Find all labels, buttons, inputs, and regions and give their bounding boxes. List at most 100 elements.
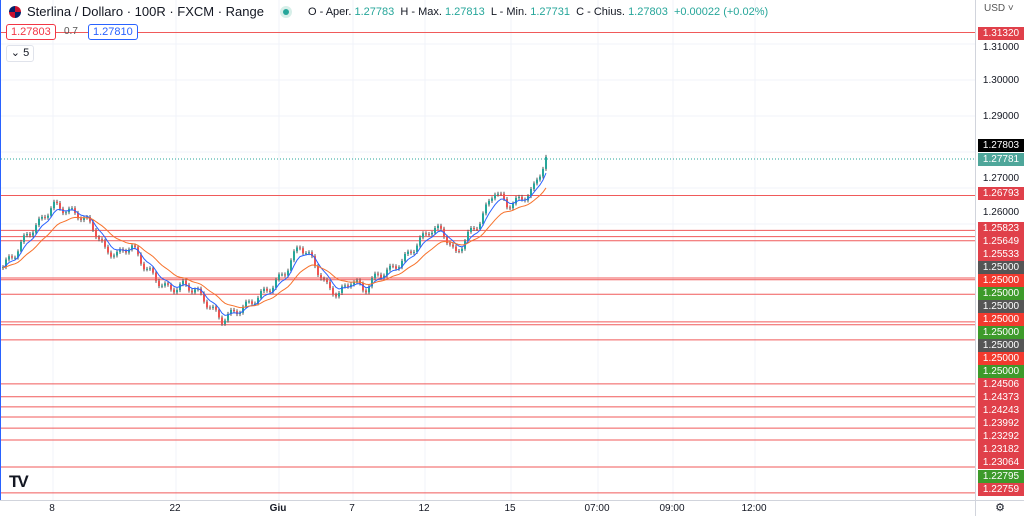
price-axis[interactable]: USD ˅ 1.31000 1.30000 1.29000 1.27000 1.2600… (975, 0, 1024, 500)
price-level-label[interactable]: 1.23992 (978, 417, 1024, 430)
candle (47, 215, 49, 218)
time-axis[interactable]: 8 22 Giu 7 12 15 07:00 09:00 12:00 (0, 500, 975, 516)
candle (365, 290, 367, 293)
candle (479, 223, 481, 229)
candle (80, 218, 82, 221)
candle (107, 246, 109, 253)
candle (224, 320, 226, 324)
candle (335, 294, 337, 297)
candle (176, 290, 178, 293)
candle (20, 241, 22, 252)
chart-header: Sterlina / Dollaro · 100R · FXCM · Range… (9, 4, 768, 19)
candle (182, 280, 184, 285)
candle (164, 283, 166, 286)
price-level-label[interactable]: 1.25823 (978, 222, 1024, 235)
chart-settings-icon[interactable]: ⚙ (975, 500, 1024, 516)
price-chart[interactable] (1, 0, 976, 500)
price-level-label[interactable]: 1.31320 (978, 27, 1024, 40)
candle (368, 286, 370, 293)
time-label: 12:00 (741, 503, 767, 514)
candle (215, 306, 217, 310)
time-label: 09:00 (659, 503, 685, 514)
candle (305, 253, 307, 255)
price-level-label[interactable]: 1.25000 (978, 287, 1024, 300)
indicators-toggle[interactable]: ⌄ 5 (6, 45, 34, 62)
price-level-label[interactable]: 1.24373 (978, 391, 1024, 404)
ohlc-values: O - Aper. 1.27783 H - Max. 1.27813 L - M… (307, 5, 769, 18)
candle (173, 289, 175, 293)
sell-button[interactable]: 1.27803 (6, 24, 56, 40)
candle (353, 282, 355, 285)
candle (437, 225, 439, 229)
candle (218, 309, 220, 318)
candle (206, 301, 208, 308)
price-level-label[interactable]: 1.25533 (978, 248, 1024, 261)
candle (287, 270, 289, 276)
price-level-label[interactable]: 1.25649 (978, 235, 1024, 248)
candle (119, 249, 121, 252)
price-level-label[interactable]: 1.25000 (978, 313, 1024, 326)
candle (428, 234, 430, 236)
candle (401, 260, 403, 268)
candle (158, 280, 160, 287)
candle (188, 284, 190, 291)
candle (461, 248, 463, 252)
candle (242, 306, 244, 313)
tradingview-logo: TV (9, 472, 29, 491)
candle (284, 274, 286, 276)
candle (491, 198, 493, 201)
price-level-label[interactable]: 1.23182 (978, 443, 1024, 456)
buy-button[interactable]: 1.27810 (88, 24, 138, 40)
price-level-label[interactable]: 1.23064 (978, 456, 1024, 469)
candle (419, 237, 421, 246)
candle (245, 301, 247, 307)
symbol-title[interactable]: Sterlina / Dollaro · 100R · FXCM · Range (27, 4, 264, 19)
time-label: 07:00 (584, 503, 610, 514)
chart-area[interactable]: Sterlina / Dollaro · 100R · FXCM · Range… (0, 0, 976, 500)
candle (116, 251, 118, 256)
candle (407, 251, 409, 254)
price-level-label[interactable]: 1.26793 (978, 187, 1024, 200)
price-level-label[interactable]: 1.24506 (978, 378, 1024, 391)
price-level-label[interactable]: 1.25000 (978, 261, 1024, 274)
candle (299, 247, 301, 249)
candle (257, 297, 259, 304)
price-level-label[interactable]: 1.27803 (978, 139, 1024, 152)
price-level-label[interactable]: 1.22759 (978, 483, 1024, 496)
price-level-label[interactable]: 1.25000 (978, 300, 1024, 313)
candle (371, 278, 373, 287)
price-level-label[interactable]: 1.23292 (978, 430, 1024, 443)
candle (326, 279, 328, 283)
price-level-label[interactable]: 1.27781 (978, 153, 1024, 166)
candle (344, 285, 346, 287)
candle (482, 213, 484, 224)
candle (14, 257, 16, 259)
candle (161, 285, 163, 287)
candle (50, 208, 52, 216)
candle (290, 260, 292, 271)
price-level-label[interactable]: 1.25000 (978, 274, 1024, 287)
candle (452, 244, 454, 247)
candle (533, 183, 535, 190)
candle (512, 203, 514, 209)
candle (497, 193, 499, 195)
candle (251, 301, 253, 304)
price-level-label[interactable]: 1.25000 (978, 339, 1024, 352)
price-level-label[interactable]: 1.25000 (978, 352, 1024, 365)
candle (530, 189, 532, 197)
ma-slow-line (2, 187, 547, 309)
chevron-down-icon: ⌄ (10, 47, 21, 59)
candle (131, 245, 133, 250)
price-level-label[interactable]: 1.24243 (978, 404, 1024, 417)
price-grid-label: 1.30000 (982, 75, 1020, 86)
price-level-label[interactable]: 1.25000 (978, 365, 1024, 378)
price-level-label[interactable]: 1.22795 (978, 470, 1024, 483)
price-level-label[interactable]: 1.25000 (978, 326, 1024, 339)
currency-selector[interactable]: USD ˅ (984, 3, 1014, 14)
price-grid-label: 1.31000 (982, 42, 1020, 53)
candle (254, 303, 256, 305)
candle (29, 234, 31, 236)
candle (101, 239, 103, 241)
candle (473, 227, 475, 229)
candle (377, 273, 379, 275)
